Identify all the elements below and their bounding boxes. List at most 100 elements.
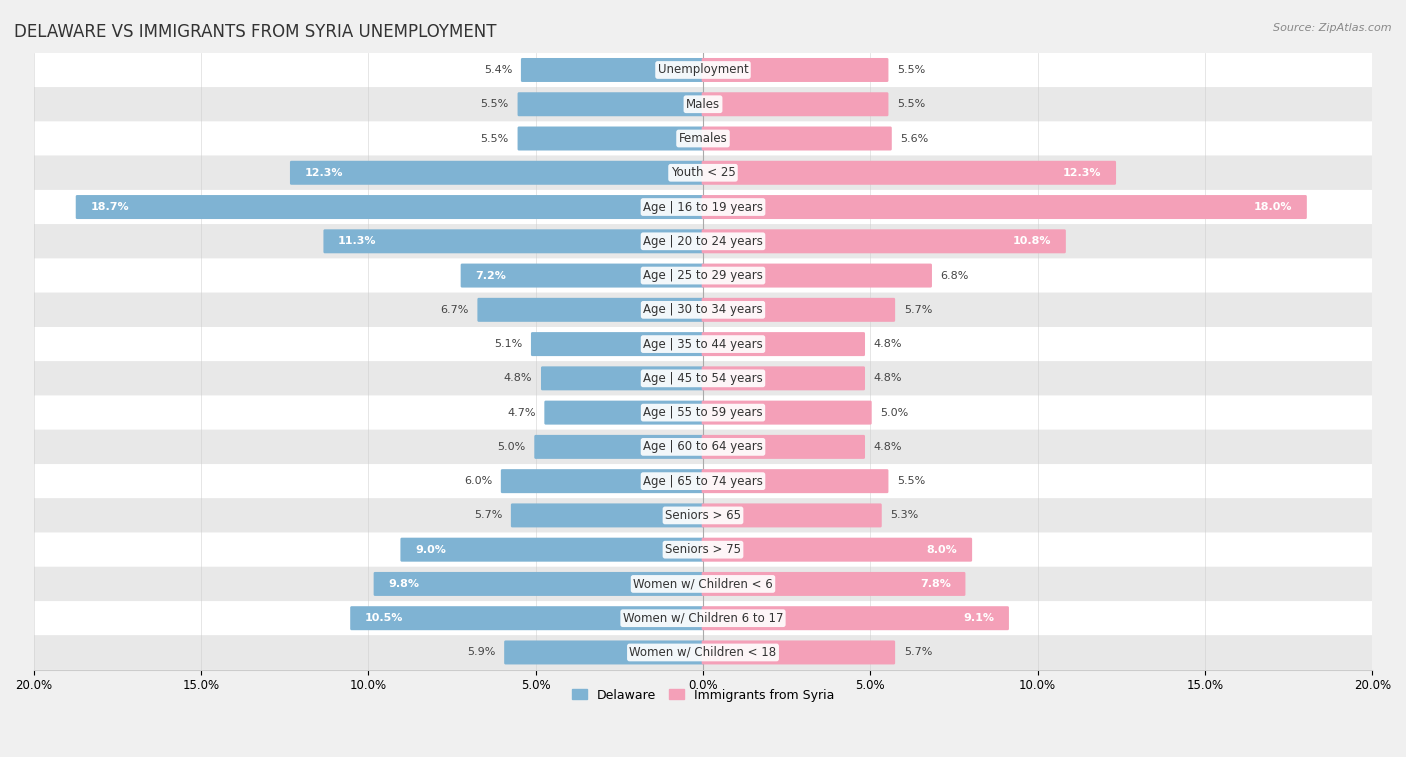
Text: 11.3%: 11.3% (339, 236, 377, 246)
Text: 12.3%: 12.3% (305, 168, 343, 178)
FancyBboxPatch shape (517, 126, 704, 151)
FancyBboxPatch shape (702, 469, 889, 493)
Text: 5.4%: 5.4% (484, 65, 512, 75)
Text: 9.1%: 9.1% (963, 613, 994, 623)
Text: 5.5%: 5.5% (897, 99, 925, 109)
FancyBboxPatch shape (478, 298, 704, 322)
FancyBboxPatch shape (501, 469, 704, 493)
Text: 5.7%: 5.7% (904, 647, 932, 658)
Text: 5.1%: 5.1% (494, 339, 522, 349)
FancyBboxPatch shape (34, 53, 1372, 87)
FancyBboxPatch shape (34, 87, 1372, 121)
FancyBboxPatch shape (34, 121, 1372, 156)
FancyBboxPatch shape (34, 156, 1372, 190)
Text: 12.3%: 12.3% (1063, 168, 1101, 178)
FancyBboxPatch shape (702, 537, 972, 562)
FancyBboxPatch shape (517, 92, 704, 117)
Text: 6.0%: 6.0% (464, 476, 492, 486)
FancyBboxPatch shape (531, 332, 704, 356)
Text: 5.9%: 5.9% (467, 647, 495, 658)
Text: Women w/ Children < 18: Women w/ Children < 18 (630, 646, 776, 659)
Text: 10.8%: 10.8% (1012, 236, 1052, 246)
Text: 5.7%: 5.7% (474, 510, 502, 520)
Text: 18.7%: 18.7% (90, 202, 129, 212)
FancyBboxPatch shape (520, 58, 704, 82)
Text: 4.8%: 4.8% (873, 442, 903, 452)
Text: 4.8%: 4.8% (873, 373, 903, 383)
Text: Males: Males (686, 98, 720, 111)
FancyBboxPatch shape (702, 92, 889, 117)
Text: 18.0%: 18.0% (1254, 202, 1292, 212)
FancyBboxPatch shape (401, 537, 704, 562)
FancyBboxPatch shape (34, 190, 1372, 224)
Text: 10.5%: 10.5% (366, 613, 404, 623)
FancyBboxPatch shape (702, 400, 872, 425)
Text: Age | 25 to 29 years: Age | 25 to 29 years (643, 269, 763, 282)
Text: Women w/ Children < 6: Women w/ Children < 6 (633, 578, 773, 590)
FancyBboxPatch shape (34, 498, 1372, 532)
Text: Age | 16 to 19 years: Age | 16 to 19 years (643, 201, 763, 213)
Text: 5.5%: 5.5% (481, 133, 509, 144)
FancyBboxPatch shape (34, 293, 1372, 327)
FancyBboxPatch shape (702, 195, 1306, 219)
Text: Seniors > 75: Seniors > 75 (665, 544, 741, 556)
Text: Seniors > 65: Seniors > 65 (665, 509, 741, 522)
FancyBboxPatch shape (702, 366, 865, 391)
Text: 4.8%: 4.8% (873, 339, 903, 349)
FancyBboxPatch shape (544, 400, 704, 425)
FancyBboxPatch shape (323, 229, 704, 254)
Text: 5.5%: 5.5% (481, 99, 509, 109)
FancyBboxPatch shape (34, 361, 1372, 395)
Text: Women w/ Children 6 to 17: Women w/ Children 6 to 17 (623, 612, 783, 625)
FancyBboxPatch shape (702, 435, 865, 459)
FancyBboxPatch shape (702, 332, 865, 356)
FancyBboxPatch shape (34, 327, 1372, 361)
Text: 7.8%: 7.8% (920, 579, 950, 589)
Text: Females: Females (679, 132, 727, 145)
Text: 6.7%: 6.7% (440, 305, 468, 315)
FancyBboxPatch shape (702, 229, 1066, 254)
Text: 5.7%: 5.7% (904, 305, 932, 315)
FancyBboxPatch shape (702, 126, 891, 151)
Text: Age | 55 to 59 years: Age | 55 to 59 years (643, 406, 763, 419)
FancyBboxPatch shape (34, 395, 1372, 430)
Text: Age | 20 to 24 years: Age | 20 to 24 years (643, 235, 763, 248)
Text: Age | 65 to 74 years: Age | 65 to 74 years (643, 475, 763, 488)
FancyBboxPatch shape (702, 606, 1010, 630)
FancyBboxPatch shape (702, 640, 896, 665)
FancyBboxPatch shape (34, 464, 1372, 498)
Text: 5.5%: 5.5% (897, 476, 925, 486)
FancyBboxPatch shape (702, 160, 1116, 185)
Text: 6.8%: 6.8% (941, 270, 969, 281)
Text: 4.8%: 4.8% (503, 373, 533, 383)
FancyBboxPatch shape (505, 640, 704, 665)
FancyBboxPatch shape (374, 572, 704, 596)
Text: 9.8%: 9.8% (388, 579, 419, 589)
Text: 9.0%: 9.0% (415, 545, 446, 555)
FancyBboxPatch shape (702, 58, 889, 82)
Text: Age | 30 to 34 years: Age | 30 to 34 years (643, 304, 763, 316)
Text: 4.7%: 4.7% (508, 407, 536, 418)
FancyBboxPatch shape (702, 298, 896, 322)
Text: 8.0%: 8.0% (927, 545, 957, 555)
FancyBboxPatch shape (702, 503, 882, 528)
FancyBboxPatch shape (350, 606, 704, 630)
FancyBboxPatch shape (541, 366, 704, 391)
FancyBboxPatch shape (702, 263, 932, 288)
Text: 5.5%: 5.5% (897, 65, 925, 75)
FancyBboxPatch shape (34, 635, 1372, 670)
Text: 5.0%: 5.0% (498, 442, 526, 452)
Text: Age | 35 to 44 years: Age | 35 to 44 years (643, 338, 763, 350)
Text: 5.0%: 5.0% (880, 407, 908, 418)
Text: Age | 45 to 54 years: Age | 45 to 54 years (643, 372, 763, 385)
Text: 5.6%: 5.6% (900, 133, 929, 144)
FancyBboxPatch shape (34, 601, 1372, 635)
FancyBboxPatch shape (461, 263, 704, 288)
Text: Age | 60 to 64 years: Age | 60 to 64 years (643, 441, 763, 453)
FancyBboxPatch shape (534, 435, 704, 459)
FancyBboxPatch shape (290, 160, 704, 185)
Text: Youth < 25: Youth < 25 (671, 167, 735, 179)
Text: 7.2%: 7.2% (475, 270, 506, 281)
FancyBboxPatch shape (34, 224, 1372, 258)
FancyBboxPatch shape (510, 503, 704, 528)
